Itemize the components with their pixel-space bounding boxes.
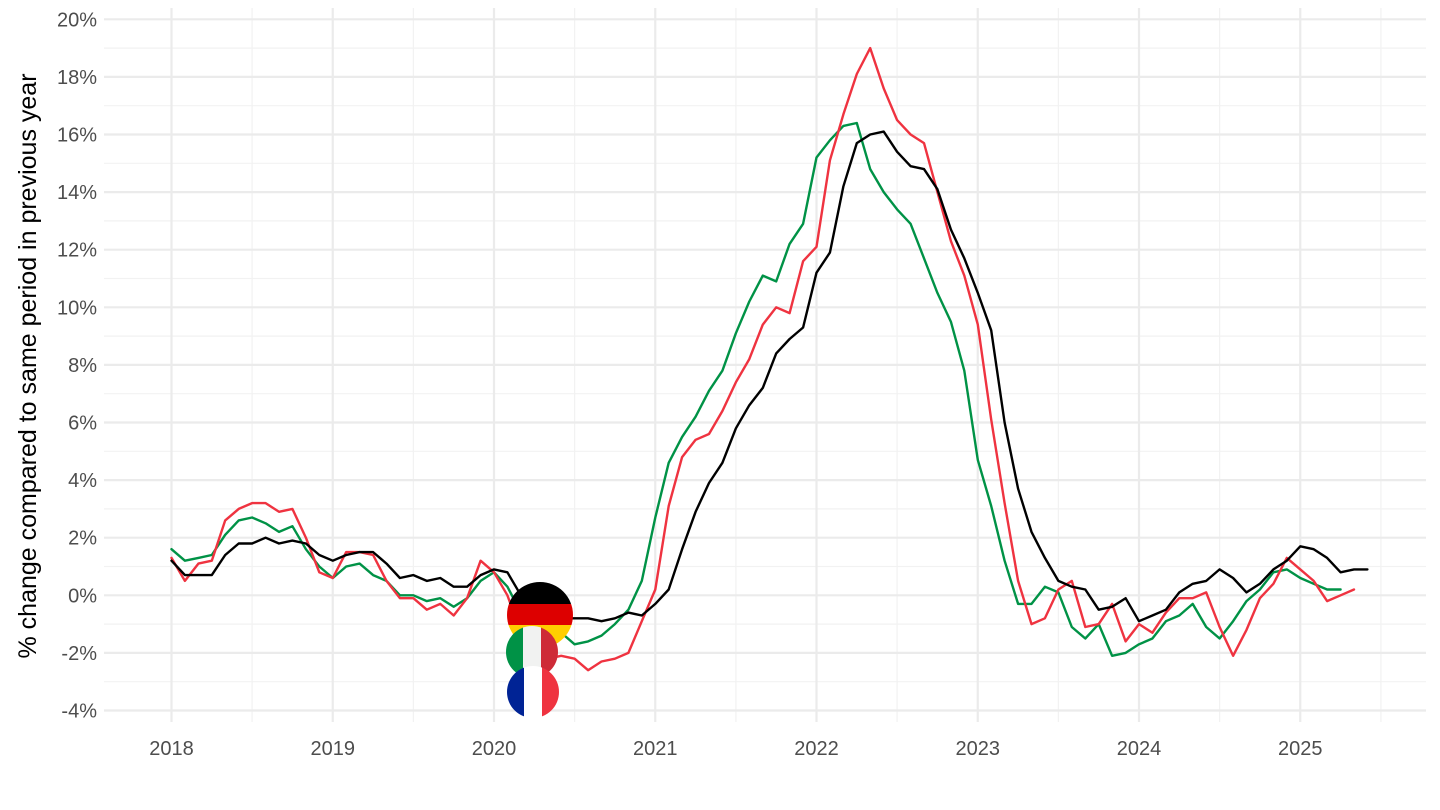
y-tick-label: 8% — [68, 355, 97, 377]
x-tick-label: 2025 — [1278, 738, 1323, 760]
major-gridlines — [104, 8, 1426, 722]
y-tick-label: -2% — [61, 643, 97, 665]
x-tick-label: 2018 — [149, 738, 194, 760]
y-axis-title: % change compared to same period in prev… — [14, 73, 42, 658]
x-tick-label: 2022 — [794, 738, 839, 760]
y-tick-label: -4% — [61, 701, 97, 723]
y-tick-label: 2% — [68, 528, 97, 550]
y-tick-label: 12% — [57, 240, 97, 262]
x-tick-label: 2020 — [472, 738, 517, 760]
y-tick-label: 6% — [68, 413, 97, 435]
germany-series-line — [170, 130, 1369, 623]
series-lines — [170, 46, 1369, 672]
italy-flag — [506, 626, 558, 678]
y-axis-tick-labels: -4% -2% 0% 2% 4% 6% 8% 10% 12% 14% 16% 18% 20% — [57, 9, 97, 722]
x-tick-label: 2019 — [311, 738, 356, 760]
y-tick-label: 10% — [57, 297, 97, 319]
y-tick-label: 4% — [68, 470, 97, 492]
y-tick-label: 20% — [57, 9, 97, 31]
y-tick-label: 16% — [57, 125, 97, 147]
x-tick-label: 2024 — [1117, 738, 1162, 760]
y-tick-label: 18% — [57, 67, 97, 89]
france-flag — [507, 666, 559, 718]
x-tick-label: 2021 — [633, 738, 678, 760]
france-series-line — [170, 46, 1356, 672]
x-axis-tick-labels: 2018 2019 2020 2021 2022 2023 2024 2025 — [149, 738, 1322, 760]
italy-series-line — [170, 121, 1342, 657]
y-tick-label: 0% — [68, 585, 97, 607]
y-tick-label: 14% — [57, 182, 97, 204]
x-tick-label: 2023 — [956, 738, 1001, 760]
